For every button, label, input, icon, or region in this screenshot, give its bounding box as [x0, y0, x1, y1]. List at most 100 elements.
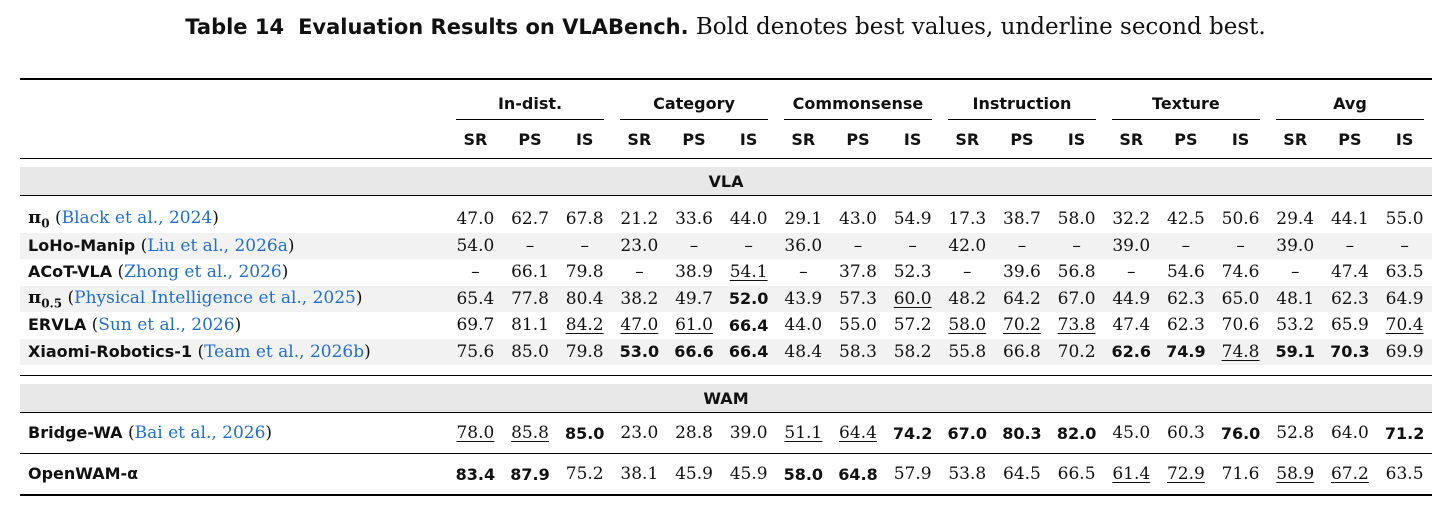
value-cell: 77.8	[502, 285, 558, 312]
citation-link[interactable]: Bai et al., 2026	[134, 423, 266, 443]
value-cell: 54.1	[729, 262, 768, 283]
group-header: In-dist.	[448, 90, 612, 120]
method-name: ACoT-VLA	[28, 262, 113, 282]
value-cell: –	[1377, 232, 1432, 259]
table-row: ACoT-VLA (Zhong et al., 2026) – 66.1 79.8 – 3…	[20, 259, 1432, 286]
table-row: OpenWAM-α 83.4 87.9 75.2 38.1 45.9 45.9 58.0 64.…	[20, 453, 1432, 496]
value-cell: 56.8	[1057, 262, 1096, 283]
value-cell: 79.8	[557, 338, 613, 365]
value-cell: 55.8	[939, 338, 995, 365]
value-cell: 45.9	[666, 453, 722, 496]
value-cell: 55.0	[839, 315, 877, 336]
value-cell: 75.6	[448, 338, 503, 365]
value-cell: 83.4	[448, 453, 503, 496]
value-cell: 80.4	[557, 285, 613, 312]
metric-header: IS	[1213, 120, 1268, 159]
citation-link[interactable]: Liu et al., 2026a	[147, 235, 288, 256]
value-cell: 55.0	[1385, 209, 1424, 230]
metric-header: IS	[1377, 120, 1432, 159]
value-cell: –	[1213, 232, 1268, 259]
method-name-cell: LoHo-Manip (Liu et al., 2026a)	[20, 232, 449, 259]
value-cell: 81.1	[511, 315, 549, 336]
value-cell: 36.0	[775, 232, 831, 259]
value-cell: 39.0	[721, 412, 776, 454]
value-cell: –	[963, 262, 972, 283]
value-cell: 64.4	[830, 412, 886, 454]
value-cell: 29.4	[1276, 209, 1315, 230]
value-cell: 21.2	[620, 209, 659, 230]
metric-header: PS	[502, 120, 558, 159]
metric-header: SR	[612, 120, 667, 159]
value-cell: 39.6	[1003, 262, 1041, 283]
value-cell: 64.8	[830, 453, 886, 496]
value-cell: 64.0	[1322, 412, 1378, 454]
value-cell: 43.0	[839, 209, 877, 230]
metric-header: IS	[885, 120, 940, 159]
citation-link[interactable]: Sun et al., 2026	[98, 315, 235, 336]
value-cell: 67.8	[565, 209, 604, 230]
value-cell: –	[635, 262, 644, 283]
value-cell: 45.9	[721, 453, 776, 496]
metric-header: PS	[666, 120, 722, 159]
metric-header: PS	[1322, 120, 1378, 159]
method-name-cell: Xiaomi-Robotics-1 (Team et al., 2026b)	[20, 338, 449, 365]
table-row: ERVLA (Sun et al., 2026) 69.7 81.1 84.2 47.0…	[20, 312, 1432, 339]
value-cell: 58.0	[948, 315, 987, 336]
method-name-cell: ERVLA (Sun et al., 2026)	[28, 315, 242, 336]
value-cell: 53.8	[939, 453, 995, 496]
value-cell: 62.6	[1103, 338, 1159, 365]
value-cell: 57.3	[830, 285, 886, 312]
value-cell: 48.2	[939, 285, 995, 312]
method-name: LoHo-Manip	[28, 235, 136, 255]
value-cell: 47.4	[1330, 262, 1369, 283]
value-cell: 38.1	[612, 453, 667, 496]
value-cell: 70.2	[1049, 338, 1104, 365]
value-cell: 66.4	[721, 338, 776, 365]
value-cell: 51.1	[775, 412, 831, 454]
value-cell: –	[799, 262, 808, 283]
value-cell: –	[1049, 232, 1104, 259]
metric-header: IS	[557, 120, 613, 159]
value-cell: 66.8	[994, 338, 1050, 365]
value-cell: 72.9	[1158, 453, 1214, 496]
citation-link[interactable]: Zhong et al., 2026	[124, 262, 282, 283]
value-cell: –	[721, 232, 776, 259]
metric-header: PS	[1158, 120, 1214, 159]
value-cell: 39.0	[1103, 232, 1159, 259]
group-header: Avg	[1268, 90, 1432, 120]
value-cell: 64.2	[994, 285, 1050, 312]
citation-link[interactable]: Physical Intelligence et al., 2025	[74, 287, 356, 308]
value-cell: 38.2	[612, 285, 667, 312]
metric-header: SR	[1267, 120, 1323, 159]
value-cell: 48.1	[1267, 285, 1323, 312]
citation-link[interactable]: Black et al., 2024	[61, 208, 213, 229]
value-cell: 65.9	[1330, 315, 1369, 336]
value-cell: 52.3	[893, 262, 932, 283]
value-cell: 65.4	[448, 285, 503, 312]
value-cell: 71.6	[1213, 453, 1268, 496]
value-cell: 54.6	[1166, 262, 1205, 283]
value-cell: 62.3	[1166, 315, 1205, 336]
value-cell: 49.7	[666, 285, 722, 312]
value-cell: 59.1	[1267, 338, 1323, 365]
value-cell: 58.2	[885, 338, 940, 365]
value-cell: 66.1	[511, 262, 549, 283]
caption-text: Bold denotes best values, underline seco…	[695, 14, 1266, 40]
value-cell: –	[1322, 232, 1378, 259]
value-cell: 48.4	[775, 338, 831, 365]
value-cell: 29.1	[784, 209, 823, 230]
citation-link[interactable]: Team et al., 2026b	[204, 341, 365, 362]
value-cell: 67.0	[939, 412, 995, 454]
value-cell: 75.2	[557, 453, 613, 496]
value-cell: 60.0	[885, 285, 940, 312]
value-cell: 74.2	[885, 412, 940, 454]
method-name: ERVLA	[28, 315, 87, 335]
metric-header: IS	[1049, 120, 1104, 159]
value-cell: –	[666, 232, 722, 259]
value-cell: 70.2	[1003, 315, 1041, 336]
method-name-cell: Bridge-WA (Bai et al., 2026)	[20, 412, 449, 454]
value-cell: 69.9	[1377, 338, 1432, 365]
value-cell: 42.0	[939, 232, 995, 259]
value-cell: 64.9	[1377, 285, 1432, 312]
value-cell: 82.0	[1049, 412, 1104, 454]
